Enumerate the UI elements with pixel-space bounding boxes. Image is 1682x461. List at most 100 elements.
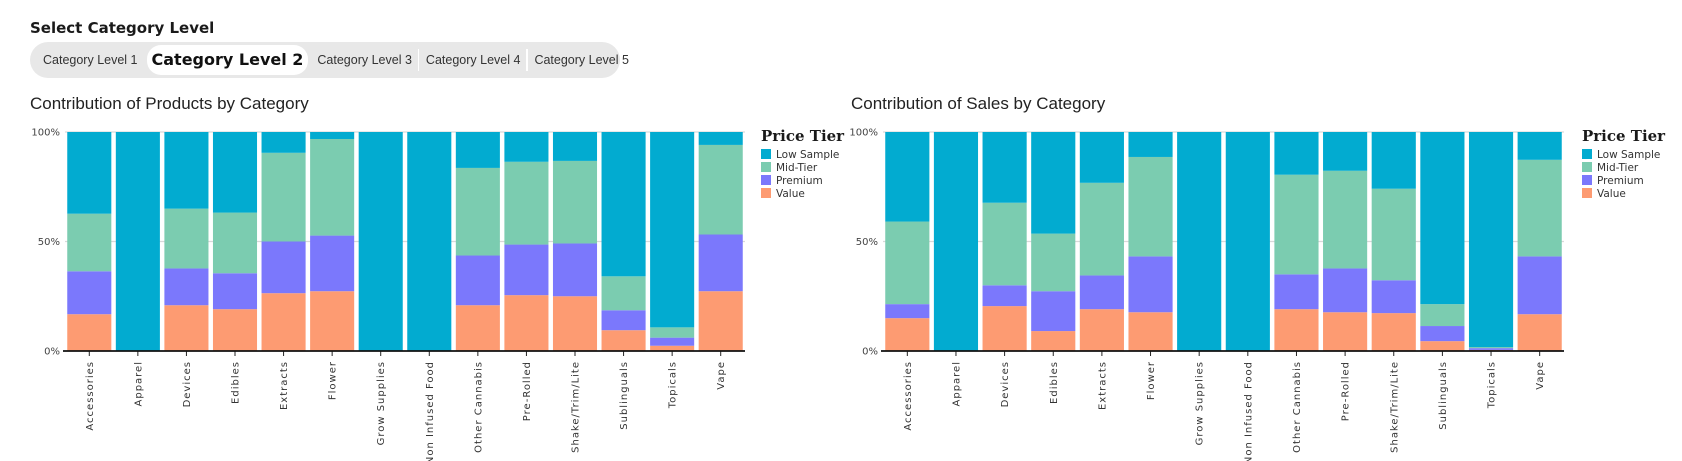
bar-segment-low-sample[interactable] bbox=[1468, 132, 1514, 348]
bar-segment-premium[interactable] bbox=[212, 273, 258, 310]
bar-segment-premium[interactable] bbox=[310, 235, 355, 292]
bar-segment-mid-tier[interactable] bbox=[1031, 233, 1076, 292]
bar-segment-mid-tier[interactable] bbox=[455, 167, 500, 256]
legend-item[interactable]: Value bbox=[1582, 188, 1626, 200]
bar-segment-value[interactable] bbox=[1079, 309, 1124, 351]
bar-segment-low-sample[interactable] bbox=[115, 132, 160, 351]
bar-segment-low-sample[interactable] bbox=[1371, 132, 1416, 189]
legend-item[interactable]: Premium bbox=[1582, 175, 1644, 187]
bar-segment-value[interactable] bbox=[455, 305, 500, 351]
bar-segment-value[interactable] bbox=[212, 309, 258, 351]
bar-segment-mid-tier[interactable] bbox=[67, 213, 112, 272]
bar-segment-value[interactable] bbox=[1517, 314, 1562, 351]
bar-segment-mid-tier[interactable] bbox=[885, 221, 930, 305]
bar-segment-low-sample[interactable] bbox=[164, 132, 209, 209]
bar-segment-low-sample[interactable] bbox=[1420, 132, 1465, 305]
bar-segment-low-sample[interactable] bbox=[698, 132, 743, 145]
bar-segment-low-sample[interactable] bbox=[1031, 132, 1076, 234]
bar-segment-value[interactable] bbox=[67, 314, 112, 351]
bar-segment-premium[interactable] bbox=[1079, 275, 1124, 310]
bar-segment-low-sample[interactable] bbox=[310, 132, 355, 140]
bar-segment-value[interactable] bbox=[1371, 313, 1416, 351]
bar-segment-low-sample[interactable] bbox=[261, 132, 306, 153]
bar-segment-mid-tier[interactable] bbox=[601, 276, 646, 311]
bar-segment-value[interactable] bbox=[1128, 312, 1173, 351]
bar-segment-value[interactable] bbox=[261, 293, 306, 351]
bar-segment-value[interactable] bbox=[1323, 312, 1368, 351]
bar-segment-low-sample[interactable] bbox=[67, 132, 112, 214]
bar-segment-low-sample[interactable] bbox=[1517, 132, 1562, 160]
bar-segment-low-sample[interactable] bbox=[1225, 132, 1270, 351]
bar-segment-mid-tier[interactable] bbox=[698, 144, 743, 235]
bar-segment-mid-tier[interactable] bbox=[1371, 188, 1416, 281]
bar-segment-low-sample[interactable] bbox=[1128, 132, 1173, 157]
bar-segment-premium[interactable] bbox=[601, 310, 646, 331]
bar-segment-mid-tier[interactable] bbox=[1468, 347, 1514, 349]
bar-segment-low-sample[interactable] bbox=[212, 132, 258, 213]
bar-segment-mid-tier[interactable] bbox=[1128, 156, 1173, 257]
bar-segment-low-sample[interactable] bbox=[552, 132, 598, 161]
bar-segment-value[interactable] bbox=[650, 345, 695, 351]
tab-category-level-5[interactable]: Category Level 5 bbox=[526, 47, 636, 73]
legend-item[interactable]: Mid-Tier bbox=[761, 162, 818, 174]
bar-segment-premium[interactable] bbox=[885, 304, 930, 319]
bar-segment-value[interactable] bbox=[164, 305, 209, 351]
bar-segment-premium[interactable] bbox=[1420, 326, 1465, 342]
bar-segment-low-sample[interactable] bbox=[1323, 132, 1368, 171]
bar-segment-premium[interactable] bbox=[1128, 256, 1173, 313]
bar-segment-low-sample[interactable] bbox=[358, 132, 403, 351]
bar-segment-low-sample[interactable] bbox=[455, 132, 500, 168]
bar-segment-mid-tier[interactable] bbox=[650, 327, 695, 338]
bar-segment-premium[interactable] bbox=[1517, 256, 1562, 315]
bar-segment-mid-tier[interactable] bbox=[552, 160, 598, 244]
bar-segment-mid-tier[interactable] bbox=[1323, 170, 1368, 269]
legend-item[interactable]: Low Sample bbox=[1582, 149, 1660, 161]
bar-segment-mid-tier[interactable] bbox=[261, 152, 306, 242]
tab-category-level-1[interactable]: Category Level 1 bbox=[43, 53, 138, 67]
bar-segment-value[interactable] bbox=[1420, 341, 1465, 351]
bar-segment-mid-tier[interactable] bbox=[310, 139, 355, 236]
bar-segment-premium[interactable] bbox=[504, 244, 549, 296]
bar-segment-premium[interactable] bbox=[1371, 280, 1416, 314]
bar-segment-premium[interactable] bbox=[1323, 268, 1368, 313]
bar-segment-value[interactable] bbox=[552, 296, 598, 351]
legend-item[interactable]: Low Sample bbox=[761, 149, 839, 161]
tab-category-level-2[interactable]: Category Level 2 bbox=[146, 45, 309, 75]
tab-category-level-4[interactable]: Category Level 4 bbox=[417, 47, 528, 73]
bar-segment-low-sample[interactable] bbox=[1274, 132, 1319, 175]
legend-item[interactable]: Mid-Tier bbox=[1582, 162, 1639, 174]
bar-segment-value[interactable] bbox=[1031, 331, 1076, 351]
bar-segment-value[interactable] bbox=[885, 318, 930, 351]
bar-segment-mid-tier[interactable] bbox=[1420, 304, 1465, 327]
tab-category-level-3[interactable]: Category Level 3 bbox=[317, 53, 412, 67]
bar-segment-low-sample[interactable] bbox=[407, 132, 452, 351]
bar-segment-premium[interactable] bbox=[552, 243, 598, 297]
bar-segment-low-sample[interactable] bbox=[1177, 132, 1222, 351]
bar-segment-low-sample[interactable] bbox=[504, 132, 549, 162]
bar-segment-mid-tier[interactable] bbox=[504, 161, 549, 245]
bar-segment-low-sample[interactable] bbox=[601, 132, 646, 277]
bar-segment-premium[interactable] bbox=[164, 268, 209, 306]
bar-segment-mid-tier[interactable] bbox=[1079, 182, 1124, 276]
bar-segment-value[interactable] bbox=[310, 291, 355, 351]
bar-segment-low-sample[interactable] bbox=[650, 132, 695, 328]
bar-segment-premium[interactable] bbox=[1031, 291, 1076, 332]
bar-segment-value[interactable] bbox=[601, 330, 646, 351]
bar-segment-value[interactable] bbox=[982, 306, 1027, 351]
bar-segment-value[interactable] bbox=[504, 295, 549, 351]
bar-segment-premium[interactable] bbox=[650, 337, 695, 346]
bar-segment-value[interactable] bbox=[698, 291, 743, 351]
bar-segment-premium[interactable] bbox=[455, 255, 500, 306]
bar-segment-mid-tier[interactable] bbox=[1517, 159, 1562, 257]
bar-segment-low-sample[interactable] bbox=[1079, 132, 1124, 183]
bar-segment-mid-tier[interactable] bbox=[982, 202, 1027, 286]
legend-item[interactable]: Value bbox=[761, 188, 805, 200]
bar-segment-low-sample[interactable] bbox=[933, 132, 979, 351]
bar-segment-mid-tier[interactable] bbox=[212, 212, 258, 274]
bar-segment-premium[interactable] bbox=[698, 234, 743, 292]
bar-segment-low-sample[interactable] bbox=[982, 132, 1027, 203]
bar-segment-premium[interactable] bbox=[1468, 348, 1514, 350]
bar-segment-premium[interactable] bbox=[67, 271, 112, 315]
bar-segment-premium[interactable] bbox=[982, 285, 1027, 307]
bar-segment-mid-tier[interactable] bbox=[1274, 174, 1319, 275]
